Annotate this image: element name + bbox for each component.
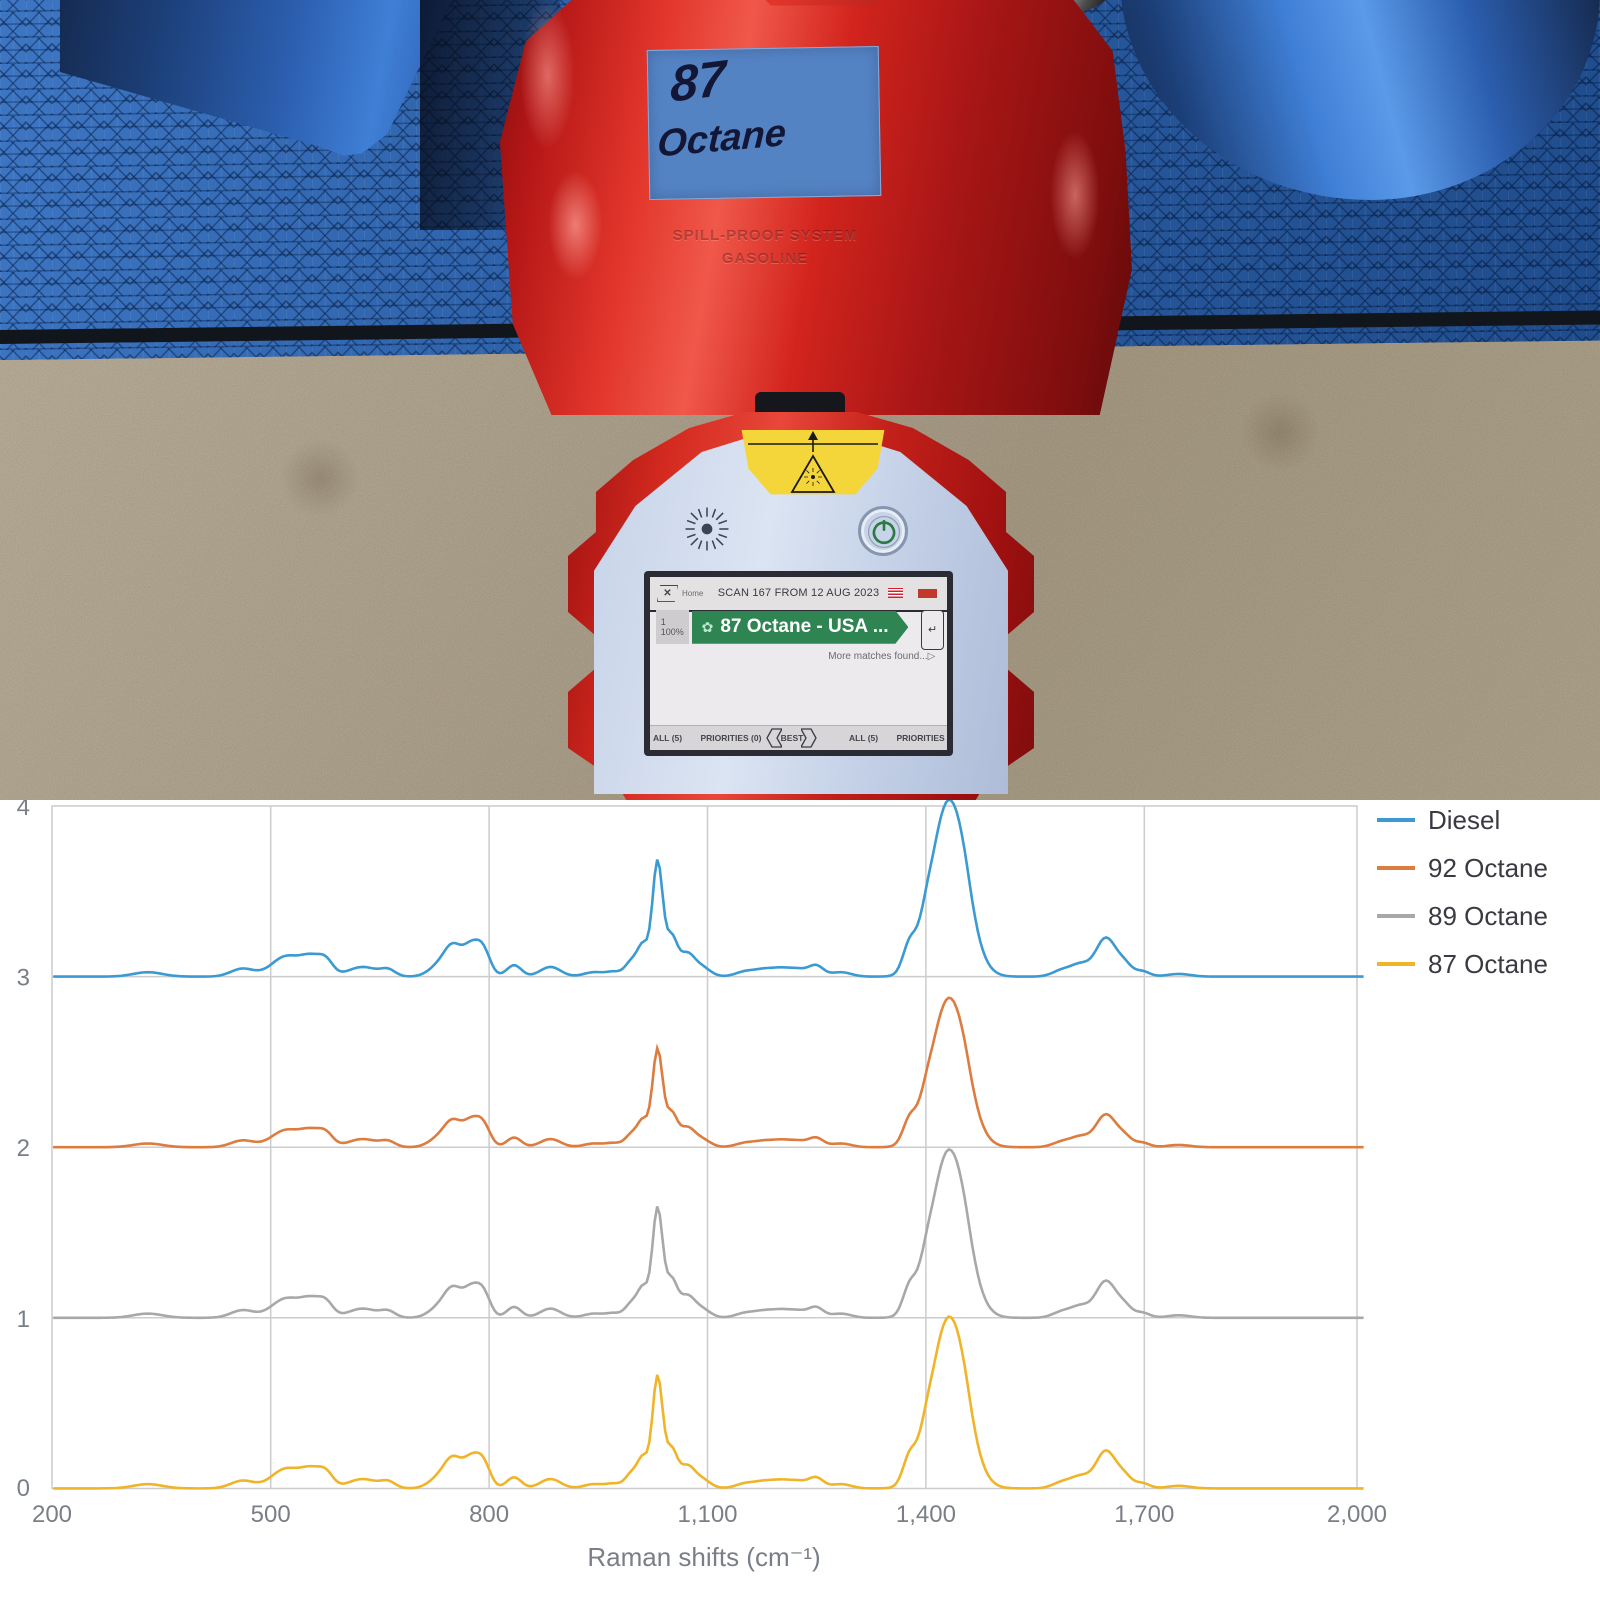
svg-text:92 Octane: 92 Octane: [1428, 853, 1548, 883]
svg-text:1: 1: [17, 1306, 30, 1333]
svg-text:0: 0: [17, 1475, 30, 1502]
svg-text:2,000: 2,000: [1327, 1501, 1387, 1528]
svg-text:200: 200: [32, 1501, 72, 1528]
svg-text:500: 500: [251, 1501, 291, 1528]
svg-text:2: 2: [17, 1135, 30, 1162]
svg-text:1,100: 1,100: [677, 1501, 737, 1528]
svg-text:Raman shifts (cm⁻¹): Raman shifts (cm⁻¹): [587, 1542, 820, 1572]
svg-text:1,700: 1,700: [1114, 1501, 1174, 1528]
svg-text:3: 3: [17, 965, 30, 992]
svg-text:89 Octane: 89 Octane: [1428, 901, 1548, 931]
svg-text:4: 4: [17, 800, 30, 821]
svg-text:Diesel: Diesel: [1428, 805, 1500, 835]
svg-text:1,400: 1,400: [896, 1501, 956, 1528]
svg-text:87 Octane: 87 Octane: [1428, 949, 1548, 979]
svg-text:800: 800: [469, 1501, 509, 1528]
